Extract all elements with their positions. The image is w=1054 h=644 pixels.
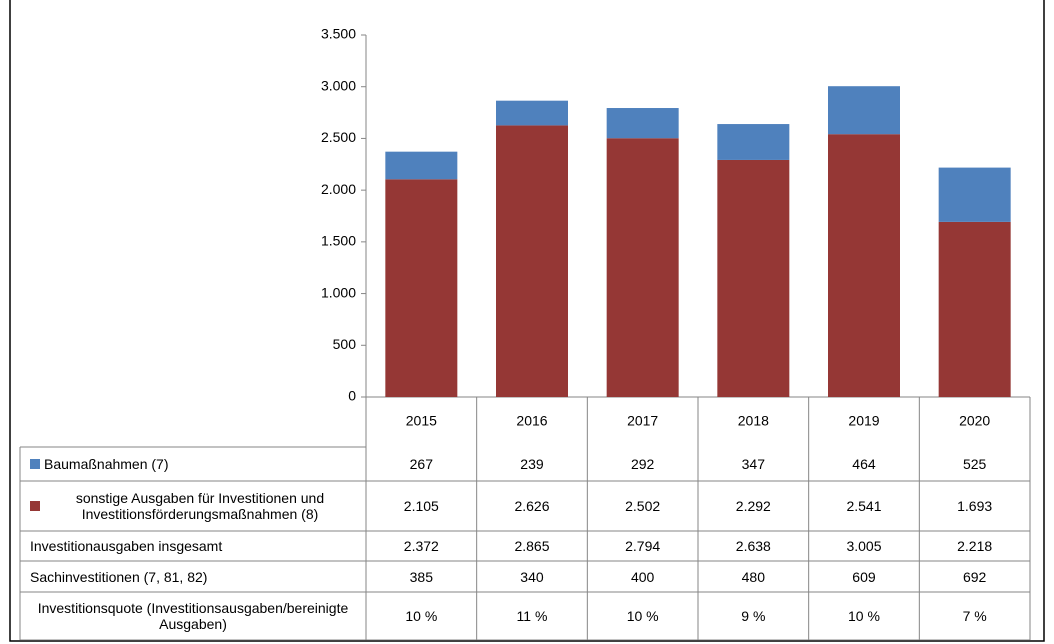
table-value: 11 % (516, 608, 548, 624)
table-value: 340 (520, 568, 544, 585)
sq (30, 501, 40, 511)
row-label-cell: sonstige Ausgaben für Investitionen und … (30, 481, 356, 531)
sq (30, 459, 40, 469)
bar (385, 179, 458, 397)
row-label-cell: Baumaßnahmen (7) (30, 447, 356, 481)
y-tick-label: 0 (348, 388, 356, 404)
table-value: 2.502 (625, 498, 661, 514)
y-tick-label: 2.500 (321, 129, 356, 145)
table-value: 10 % (405, 608, 438, 624)
y-tick-label: 3.500 (321, 26, 356, 42)
table-value: 609 (852, 568, 876, 585)
table-value: 692 (962, 568, 987, 585)
table-value: 10 % (626, 608, 659, 624)
table-value: 7 % (962, 608, 987, 624)
table-value: 1.693 (957, 498, 993, 514)
bar (938, 167, 1011, 222)
bar (938, 221, 1011, 397)
table-value: 480 (741, 568, 765, 585)
row-label-cell: Sachinvestitionen (7, 81, 82) (30, 561, 356, 592)
bar (496, 100, 568, 126)
row-label-cell: Investitionsquote (Investitionsausgaben/… (30, 592, 356, 640)
row-label: sonstige Ausgaben für Investitionen und … (75, 490, 325, 522)
table-value: 10 % (848, 608, 880, 624)
x-tick-label: 2015 (406, 413, 437, 429)
table-value: 464 (852, 456, 876, 472)
row-label: Investitionausgaben insgesamt (30, 538, 223, 554)
y-tick-label: 1.000 (321, 284, 356, 300)
bar (606, 108, 679, 139)
table-value: 2.626 (514, 498, 550, 514)
bar (828, 86, 900, 135)
y-tick-label: 1.500 (321, 233, 356, 249)
table-value: 3.005 (846, 538, 882, 554)
table-value: 347 (741, 456, 765, 472)
table-value: 385 (409, 568, 433, 585)
row-label-cell: Investitionausgaben insgesamt (30, 531, 356, 561)
table-value: 2.638 (735, 538, 771, 554)
bar (717, 159, 790, 397)
table-value: 525 (962, 456, 987, 472)
row-label: Investitionsquote (Investitionsausgaben/… (37, 600, 349, 632)
x-tick-label: 2019 (848, 413, 879, 429)
table-value: 2.105 (403, 498, 439, 514)
table-value: 2.541 (846, 498, 882, 514)
table-value: 267 (409, 456, 433, 472)
bar (385, 151, 458, 180)
table-value: 9 % (741, 608, 766, 624)
table-value: 2.865 (514, 538, 550, 554)
x-tick-label: 2018 (738, 413, 769, 429)
row-label: Baumaßnahmen (7) (44, 456, 169, 472)
table-value: 292 (630, 456, 655, 472)
bar (606, 138, 679, 397)
table-value: 2.794 (625, 538, 661, 554)
bar (828, 134, 900, 398)
y-tick-label: 500 (333, 336, 357, 352)
table-value: 2.372 (403, 538, 439, 554)
table-value: 400 (630, 568, 655, 585)
x-tick-label: 2016 (516, 413, 547, 429)
row-label: Sachinvestitionen (7, 81, 82) (30, 568, 208, 585)
frame (9, 0, 1045, 642)
x-tick-label: 2020 (959, 413, 990, 429)
table-value: 239 (520, 456, 544, 472)
x-tick-label: 2017 (627, 413, 658, 429)
bar (496, 125, 568, 397)
y-tick-label: 2.000 (321, 181, 356, 197)
table-value: 2.218 (957, 538, 993, 554)
bar (717, 124, 790, 160)
y-tick-label: 3.000 (321, 77, 356, 93)
table-value: 2.292 (735, 498, 771, 514)
